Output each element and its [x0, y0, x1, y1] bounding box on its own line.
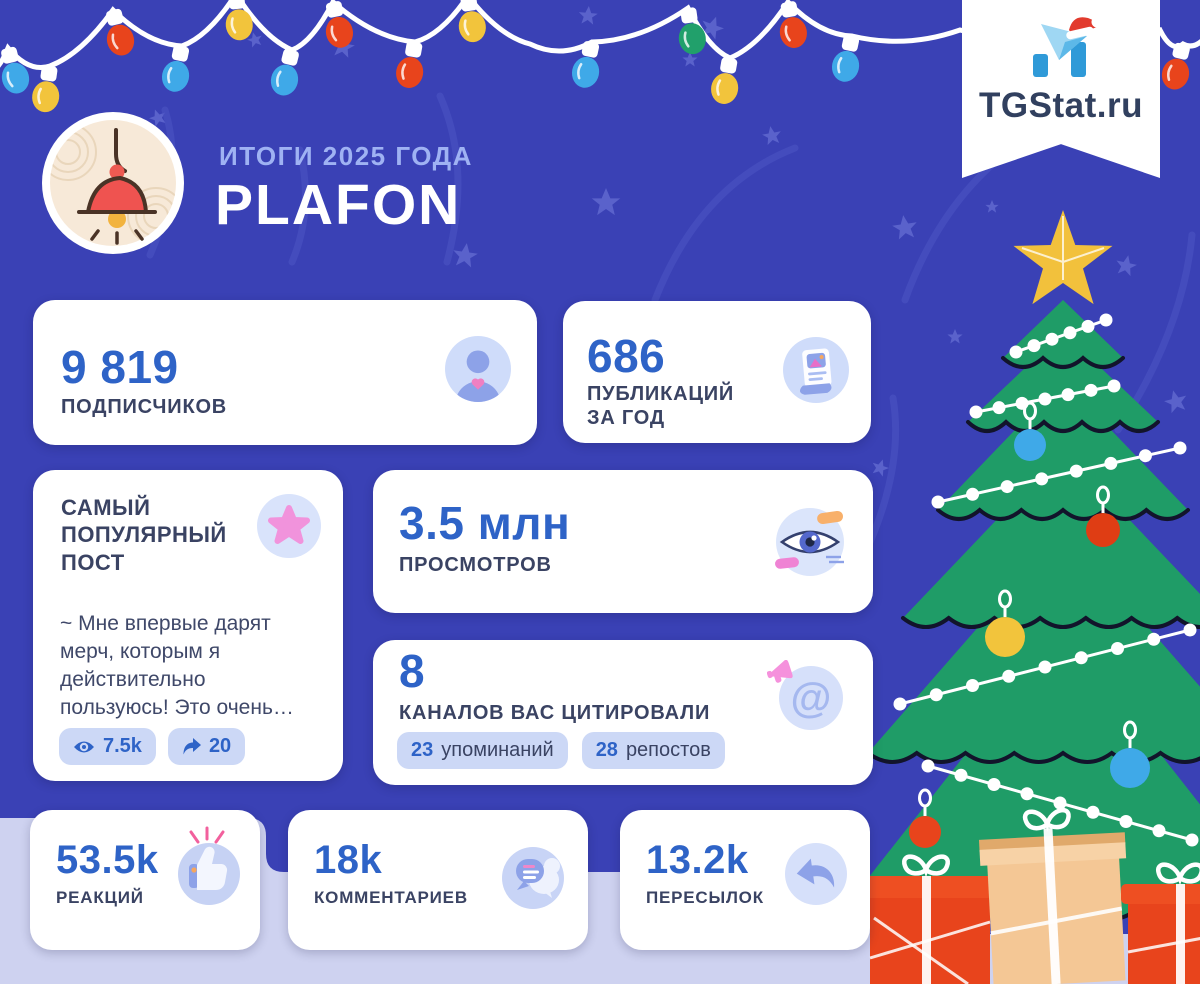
publications-label-line1: ПУБЛИКАЦИЙ: [587, 383, 735, 405]
reactions-value: 53.5k: [56, 838, 159, 882]
star-icon: [257, 494, 321, 558]
post-views-value: 7.5k: [103, 735, 142, 757]
channel-avatar: [42, 112, 184, 254]
tgstat-logo-text: TGStat.ru: [979, 86, 1143, 125]
top-post-heading: САМЫЙ ПОПУЛЯРНЫЙ ПОСТ: [61, 495, 227, 575]
citations-label: КАНАЛОВ ВАС ЦИТИРОВАЛИ: [399, 702, 711, 724]
post-forwards-value: 20: [208, 735, 232, 757]
reactions-card: 53.5k РЕАКЦИЙ: [30, 810, 260, 950]
lamp-icon: [50, 120, 176, 246]
top-post-excerpt: ~ Мне впервые дарят мерч, которым я дейс…: [60, 612, 294, 719]
thumbs-up-icon: [178, 826, 240, 905]
comments-label: КОММЕНТАРИЕВ: [314, 888, 468, 907]
top-post-card: САМЫЙ ПОПУЛЯРНЫЙ ПОСТ ~ Мне впервые даря…: [33, 470, 343, 781]
subscribers-card: 9 819 ПОДПИСЧИКОВ: [33, 300, 537, 445]
gift-boxes: [863, 807, 1200, 984]
publications-card: 686 ПУБЛИКАЦИЙ ЗА ГОД: [563, 301, 871, 443]
at-mention-icon: @: [766, 659, 843, 730]
gift-box-tan-center: [978, 807, 1127, 984]
forwards-label: ПЕРЕСЫЛОК: [646, 888, 764, 907]
forwards-value: 13.2k: [646, 838, 749, 882]
mentions-label: упоминаний: [441, 739, 554, 761]
reactions-label: РЕАКЦИЙ: [56, 888, 144, 907]
views-value: 3.5 млн: [399, 497, 571, 549]
eye-views-icon: [775, 508, 844, 576]
citations-card: 8 КАНАЛОВ ВАС ЦИТИРОВАЛИ 23 упоминаний 2…: [373, 640, 873, 785]
gift-box-red-left: [863, 857, 997, 984]
channel-title: PLAFON: [215, 173, 462, 237]
svg-text:@: @: [791, 674, 832, 721]
post-views-badge: 7.5k: [59, 728, 156, 765]
comments-card: 18k КОММЕНТАРИЕВ: [288, 810, 588, 950]
tgstat-logo-icon: [1033, 16, 1103, 77]
forwards-card: 13.2k ПЕРЕСЫЛОК: [620, 810, 870, 950]
reposts-badge: 28 репостов: [581, 732, 725, 769]
comments-bubbles-icon: [502, 847, 564, 909]
reposts-value: 28: [595, 739, 618, 761]
citations-value: 8: [399, 645, 426, 697]
forward-arrow-icon: [785, 843, 847, 905]
mentions-value: 23: [411, 739, 434, 761]
reposts-label: репостов: [625, 739, 711, 761]
tgstat-badge: TGStat.ru: [962, 0, 1160, 178]
share-arrow-icon: [183, 738, 201, 755]
publication-scroll-icon: [783, 337, 849, 403]
report-subtitle: ИТОГИ 2025 ГОДА: [219, 141, 473, 171]
views-card: 3.5 млн ПРОСМОТРОВ: [373, 470, 873, 613]
post-forwards-badge: 20: [167, 728, 246, 765]
mentions-badge: 23 упоминаний: [397, 732, 568, 769]
subscribers-label: ПОДПИСЧИКОВ: [61, 396, 228, 418]
eye-icon: [74, 741, 94, 752]
publications-value: 686: [587, 330, 666, 382]
views-label: ПРОСМОТРОВ: [399, 554, 552, 576]
tree-decorations: [893, 313, 1199, 848]
christmas-tree: [841, 210, 1200, 921]
person-heart-icon: [445, 336, 511, 402]
publications-label-line2: ЗА ГОД: [587, 407, 665, 429]
megaphone-icon: [766, 659, 793, 683]
subscribers-value: 9 819: [61, 341, 179, 393]
comments-value: 18k: [314, 838, 383, 882]
gift-box-red-right: [1121, 865, 1200, 984]
